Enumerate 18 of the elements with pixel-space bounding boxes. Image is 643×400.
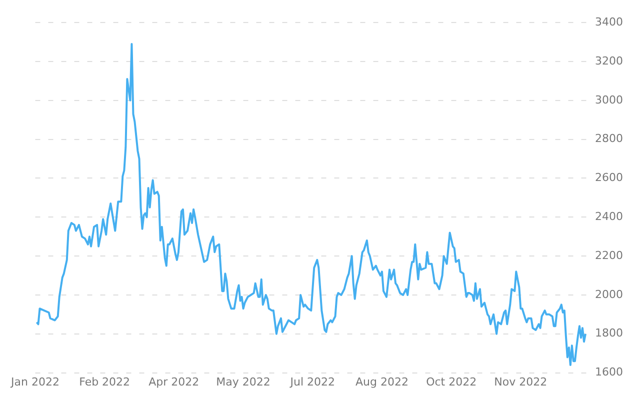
- y-tick-label: 3000: [595, 93, 624, 106]
- y-tick-label: 1800: [595, 326, 624, 340]
- y-tick-label: 2400: [595, 210, 624, 224]
- x-tick-label: Aug 2022: [355, 375, 408, 388]
- x-tick-label: Apr 2022: [148, 375, 200, 388]
- y-tick-label: 2800: [595, 132, 624, 146]
- x-tick-label: Jul 2022: [289, 375, 336, 388]
- y-tick-label: 1600: [595, 366, 624, 379]
- x-tick-label: Oct 2022: [426, 375, 477, 388]
- y-tick-label: 2000: [595, 288, 624, 301]
- y-tick-label: 2600: [595, 171, 624, 184]
- y-tick-label: 3200: [595, 54, 624, 68]
- y-tick-label: 2200: [595, 248, 624, 262]
- x-tick-label: Jan 2022: [10, 375, 60, 388]
- x-tick-label: Feb 2022: [79, 375, 130, 388]
- x-tick-label: May 2022: [216, 375, 270, 388]
- y-tick-label: 3400: [595, 15, 624, 28]
- x-tick-label: Nov 2022: [494, 375, 548, 388]
